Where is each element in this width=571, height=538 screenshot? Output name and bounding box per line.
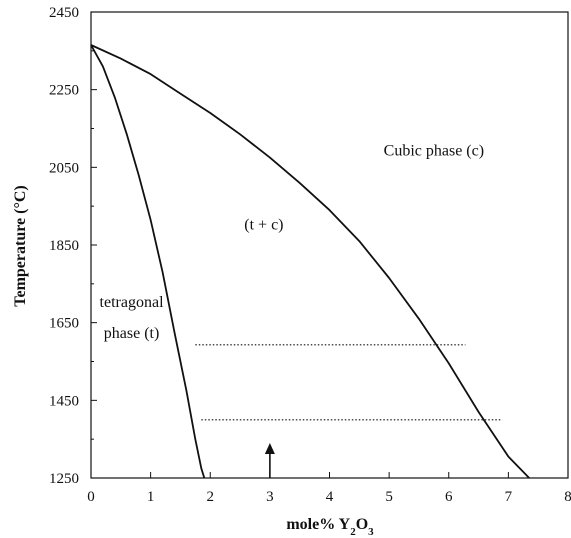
y-axis-title: Temperature (°C) [12, 185, 29, 306]
y-tick-label: 2250 [49, 83, 79, 99]
x-axis-title: mole% Y2O3 [286, 516, 374, 538]
phase-boundary-0 [90, 44, 206, 479]
x-tick-label: 2 [207, 489, 215, 505]
x-axis-title-mid: O [356, 516, 368, 533]
series-group [90, 44, 530, 479]
x-tick-label: 4 [326, 489, 334, 505]
y-tick-label: 2450 [49, 5, 79, 21]
x-tick-label: 8 [564, 489, 571, 505]
x-tick-label: 1 [147, 489, 155, 505]
y-tick-label: 1850 [49, 238, 79, 254]
arrow-marker [264, 443, 275, 478]
x-axis-title-main: mole% Y [286, 516, 350, 533]
x-axis-title-sub2: 3 [368, 526, 374, 538]
x-tick-label: 5 [385, 489, 393, 505]
region-label: tetragonal [100, 294, 165, 311]
y-tick-label: 1650 [49, 316, 79, 332]
y-tick-label: 1450 [49, 393, 79, 409]
x-tick-label: 6 [445, 489, 453, 505]
x-axis-title-sub1: 2 [350, 526, 356, 538]
y-tick-label: 2050 [49, 160, 79, 176]
x-tick-label: 7 [505, 489, 513, 505]
axis-ticks: 0 1 2 3 4 5 6 7 8 1250 1450 1650 1850 2050 2250 2450 [49, 5, 571, 505]
region-label: phase (t) [104, 325, 160, 342]
x-tick-label: 3 [266, 489, 274, 505]
x-tick-label: 0 [87, 489, 95, 505]
phase-boundary-1 [90, 44, 530, 479]
y-tick-label: 1250 [49, 471, 79, 487]
region-label: Cubic phase (c) [384, 143, 484, 160]
arrow-head [264, 443, 275, 455]
region-label: (t + c) [244, 216, 283, 233]
annotations-group: Cubic phase (c) (t + c) tetragonal phase (t… [100, 143, 484, 343]
